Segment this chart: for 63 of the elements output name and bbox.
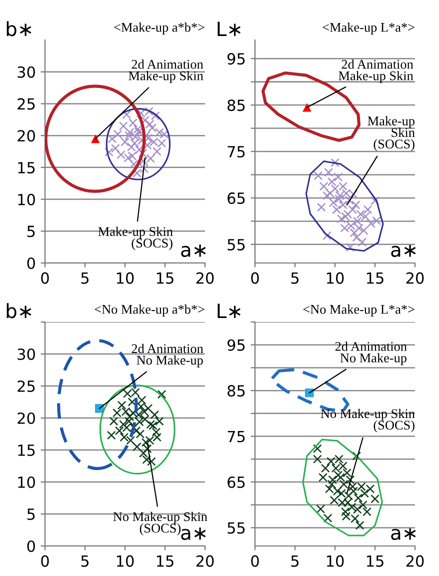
- y-tick-label: 15: [18, 162, 35, 174]
- x-tick-label: 15: [366, 556, 384, 567]
- annotation: 2d Animation No Make-up: [335, 342, 407, 366]
- chart-title: <No Make-up a*b*>: [94, 304, 204, 316]
- y-tick-label: 55: [228, 522, 245, 534]
- y-tick-label: 95: [227, 53, 245, 65]
- annotation: 2d Animation Make-up Skin: [338, 59, 414, 83]
- y-tick-label: 85: [228, 385, 245, 397]
- y-tick-label: 5: [27, 508, 35, 520]
- x-tick-label: 15: [156, 272, 174, 284]
- x-tick-label: 0: [251, 272, 259, 284]
- y-axis-title: b∗: [6, 303, 32, 318]
- y-tick-label: 10: [18, 194, 35, 206]
- x-tick-label: 10: [116, 272, 134, 284]
- y-tick-label: 65: [228, 476, 245, 488]
- y-tick-label: 75: [228, 430, 245, 442]
- x-axis-title: a∗: [391, 244, 416, 258]
- y-tick-label: 0: [27, 540, 35, 552]
- annotation: Make-up Skin (SOCS): [368, 116, 415, 152]
- y-tick-label: 10: [18, 476, 35, 488]
- y-tick-label: 25: [18, 380, 35, 392]
- x-tick-label: 20: [196, 272, 214, 284]
- x-tick-label: 20: [406, 555, 424, 567]
- x-tick-label: 10: [326, 555, 344, 567]
- x-tick-label: 5: [291, 272, 299, 284]
- x-tick-label: 0: [41, 555, 49, 567]
- x-tick-label: 5: [81, 272, 89, 284]
- y-tick-label: 20: [18, 130, 35, 142]
- x-tick-label: 20: [196, 555, 214, 567]
- y-tick-label: 75: [228, 146, 245, 158]
- x-tick-label: 5: [291, 556, 299, 567]
- y-tick-label: 30: [18, 348, 35, 360]
- y-tick-label: 85: [228, 100, 245, 112]
- y-axis-title: L∗: [218, 22, 240, 36]
- chart-title: <No Make-up L*a*>: [303, 304, 414, 316]
- y-tick-label: 65: [228, 192, 245, 204]
- chart-title: <Make-up a*b*>: [114, 22, 204, 34]
- y-tick-label: 25: [18, 98, 35, 110]
- y-axis-title: b∗: [6, 21, 32, 36]
- y-tick-label: 0: [27, 257, 35, 270]
- y-axis-title: L∗: [218, 304, 240, 318]
- annotation: 2d Animation No Make-up: [132, 344, 204, 368]
- y-tick-label: 20: [18, 412, 35, 424]
- annotation: 2d Animation Make-up Skin: [128, 59, 204, 83]
- x-axis-title: a∗: [181, 528, 206, 540]
- x-tick-label: 15: [156, 556, 174, 567]
- x-axis-title: a∗: [181, 244, 206, 258]
- x-tick-label: 5: [81, 556, 89, 567]
- y-tick-label: 55: [228, 239, 245, 250]
- x-tick-label: 15: [366, 272, 384, 284]
- y-tick-label: 30: [18, 66, 35, 78]
- x-tick-label: 10: [326, 272, 344, 284]
- y-tick-label: 5: [27, 226, 35, 238]
- x-tick-label: 0: [251, 555, 259, 567]
- y-tick-label: 95: [227, 339, 245, 351]
- x-tick-label: 0: [41, 272, 49, 284]
- x-axis-title: a∗: [391, 528, 416, 540]
- x-tick-label: 10: [116, 555, 134, 567]
- annotation: Make-up Skin (SOCS): [98, 226, 173, 250]
- x-tick-label: 20: [406, 272, 424, 284]
- y-tick-label: 15: [18, 444, 35, 456]
- annotation: No Make-up Skin (SOCS): [320, 408, 415, 432]
- chart-title: <Make-up L*a*>: [322, 22, 414, 34]
